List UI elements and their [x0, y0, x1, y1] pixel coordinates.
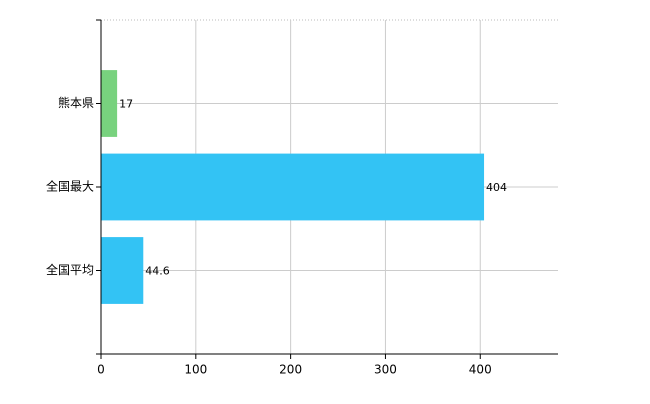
x-tick-label: 0: [97, 363, 105, 377]
y-tick-label: 全国平均: [46, 262, 94, 277]
value-label: 44.6: [145, 265, 170, 278]
x-tick-label: 400: [469, 363, 492, 377]
value-label: 404: [486, 181, 507, 194]
bar: [101, 237, 144, 304]
y-tick-label: 熊本県: [58, 95, 94, 110]
x-tick-label: 200: [279, 363, 302, 377]
value-label: 17: [119, 98, 133, 111]
x-tick-label: 300: [374, 363, 397, 377]
bar: [101, 70, 118, 137]
bar: [101, 153, 485, 221]
y-tick-label: 全国最大: [46, 179, 94, 194]
x-tick-label: 100: [184, 363, 207, 377]
